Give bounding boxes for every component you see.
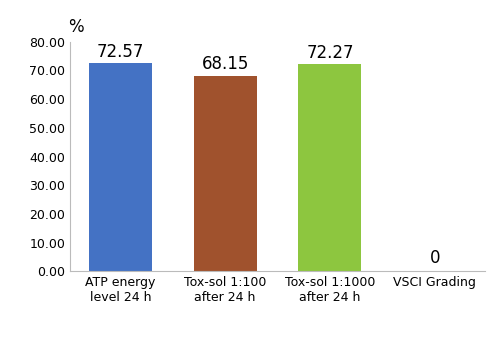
Bar xyxy=(194,76,256,271)
Text: 0: 0 xyxy=(430,249,440,267)
Bar xyxy=(89,63,152,271)
Text: %: % xyxy=(68,18,84,36)
Text: 68.15: 68.15 xyxy=(202,55,249,73)
Text: 72.27: 72.27 xyxy=(306,44,354,62)
Text: 72.57: 72.57 xyxy=(96,43,144,61)
Bar xyxy=(298,64,362,271)
